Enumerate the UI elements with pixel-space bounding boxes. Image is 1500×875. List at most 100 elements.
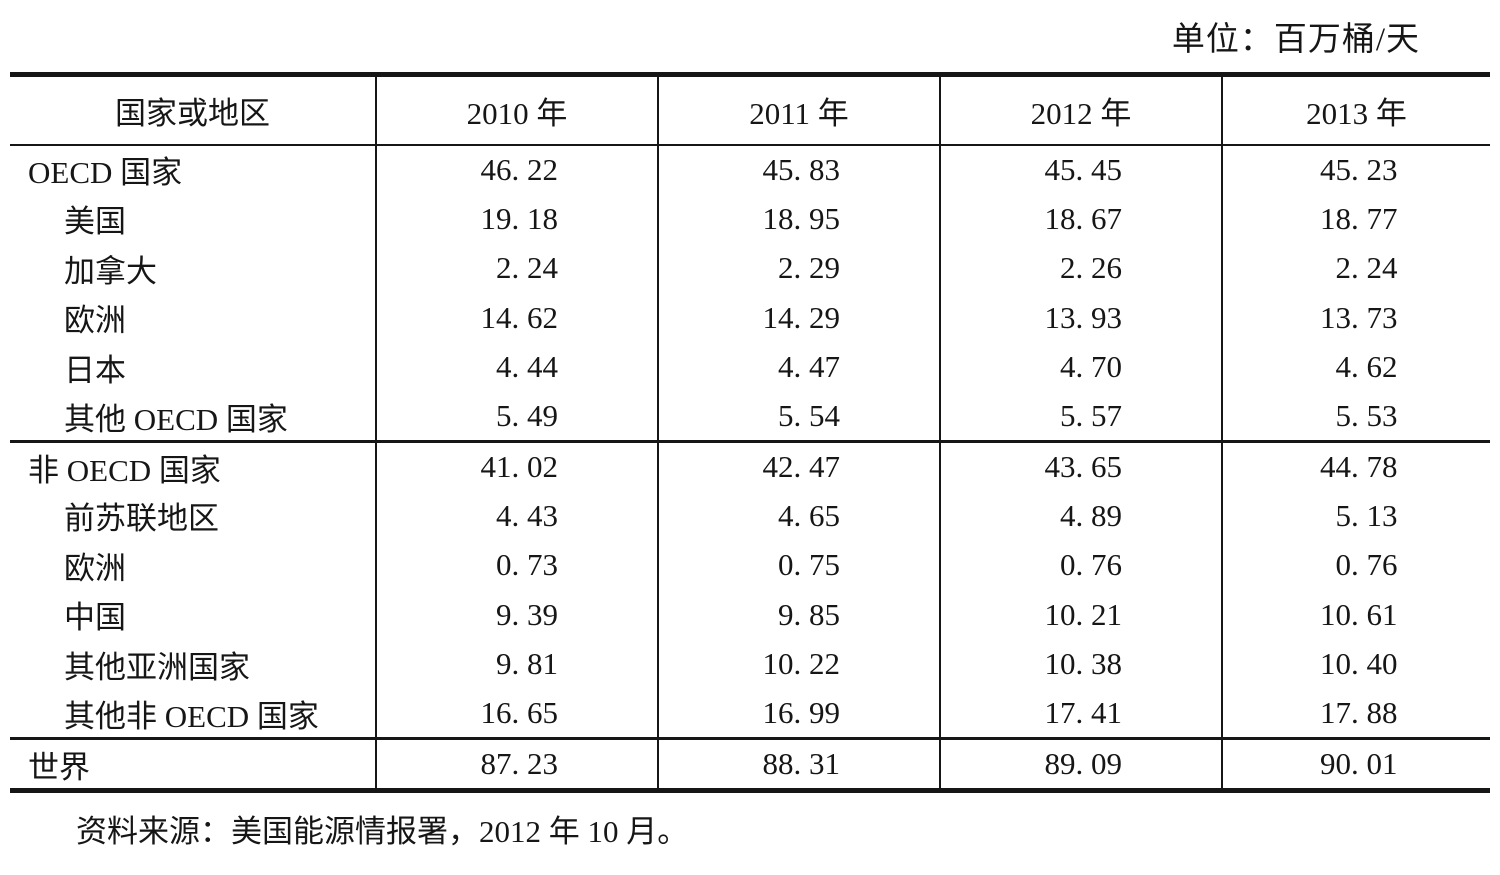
value: 5. 54 — [778, 398, 840, 433]
value: 16. 65 — [480, 695, 559, 730]
value: 90. 01 — [1320, 746, 1398, 781]
value-cell: 10. 38 — [939, 639, 1222, 689]
value-cell: 9. 39 — [375, 590, 658, 640]
row-label: 美国 — [64, 204, 126, 240]
value-cell: 5. 54 — [657, 392, 940, 442]
value-cell: 13. 73 — [1221, 293, 1490, 343]
value-cell: 4. 62 — [1221, 342, 1490, 392]
table-row: 其他亚洲国家 9. 81 10. 22 10. 38 10. 40 — [10, 639, 1490, 689]
value-cell: 10. 22 — [657, 639, 940, 689]
value-cell: 14. 29 — [657, 293, 940, 343]
table-row: 美国 19. 18 18. 95 18. 67 18. 77 — [10, 194, 1490, 244]
value: 2. 24 — [496, 250, 558, 286]
row-label: 其他非 OECD 国家 — [64, 698, 319, 734]
column-header-2012: 2012 年 — [939, 74, 1222, 145]
value-cell: 4. 70 — [939, 342, 1222, 392]
value: 5. 49 — [496, 398, 558, 433]
value-cell: 18. 77 — [1221, 194, 1490, 244]
value-cell: 4. 43 — [375, 491, 658, 541]
value-cell: 45. 45 — [939, 144, 1222, 194]
value-cell: 5. 53 — [1221, 392, 1490, 442]
table-row: 日本 4. 44 4. 47 4. 70 4. 62 — [10, 342, 1490, 392]
table-row: 欧洲 0. 73 0. 75 0. 76 0. 76 — [10, 540, 1490, 590]
row-label: 欧洲 — [64, 303, 126, 339]
value-cell: 2. 29 — [657, 243, 940, 293]
value-cell: 44. 78 — [1221, 441, 1490, 491]
value-cell: 0. 76 — [1221, 540, 1490, 590]
value: 45. 45 — [1044, 151, 1123, 187]
value: 16. 99 — [762, 695, 841, 730]
value-cell: 19. 18 — [375, 194, 658, 244]
value: 4. 43 — [496, 497, 558, 533]
value-cell: 16. 99 — [657, 689, 940, 739]
value: 5. 57 — [1060, 398, 1122, 433]
value: 9. 85 — [778, 596, 840, 632]
value: 10. 61 — [1320, 596, 1398, 632]
row-label: 非 OECD 国家 — [28, 452, 221, 488]
value-cell: 16. 65 — [375, 689, 658, 739]
row-label: 日本 — [64, 352, 126, 388]
value: 14. 29 — [762, 299, 841, 335]
row-label: 中国 — [64, 600, 126, 636]
oil-consumption-table: 国家或地区 2010 年 2011 年 2012 年 2013 年 OECD 国… — [10, 72, 1490, 793]
table-row: OECD 国家 46. 22 45. 83 45. 45 45. 23 — [10, 144, 1490, 194]
value: 0. 75 — [778, 547, 840, 583]
value-cell: 17. 88 — [1221, 689, 1490, 739]
row-label: 其他亚洲国家 — [64, 649, 250, 685]
value: 46. 22 — [480, 151, 559, 187]
value-cell: 2. 24 — [1221, 243, 1490, 293]
table-row: 中国 9. 39 9. 85 10. 21 10. 61 — [10, 590, 1490, 640]
value-cell: 5. 57 — [939, 392, 1222, 442]
value: 0. 73 — [496, 547, 558, 583]
value-cell: 2. 24 — [375, 243, 658, 293]
value-cell: 45. 83 — [657, 144, 940, 194]
value-cell: 89. 09 — [939, 738, 1222, 791]
value-cell: 0. 73 — [375, 540, 658, 590]
table-row: 前苏联地区 4. 43 4. 65 4. 89 5. 13 — [10, 491, 1490, 541]
value-cell: 87. 23 — [375, 738, 658, 791]
value: 0. 76 — [1060, 547, 1122, 583]
value: 18. 95 — [762, 200, 841, 236]
value: 10. 38 — [1044, 646, 1123, 682]
table-row: 其他非 OECD 国家 16. 65 16. 99 17. 41 17. 88 — [10, 689, 1490, 739]
value: 4. 44 — [496, 349, 558, 385]
value-cell: 18. 95 — [657, 194, 940, 244]
value-cell: 88. 31 — [657, 738, 940, 791]
value-cell: 4. 89 — [939, 491, 1222, 541]
value-cell: 10. 21 — [939, 590, 1222, 640]
value-cell: 9. 85 — [657, 590, 940, 640]
value-cell: 9. 81 — [375, 639, 658, 689]
value-cell: 0. 75 — [657, 540, 940, 590]
value-cell: 0. 76 — [939, 540, 1222, 590]
value-cell: 4. 44 — [375, 342, 658, 392]
value: 2. 24 — [1335, 250, 1398, 286]
value-cell: 46. 22 — [375, 144, 658, 194]
table-row: 加拿大 2. 24 2. 29 2. 26 2. 24 — [10, 243, 1490, 293]
column-header-region: 国家或地区 — [115, 95, 270, 131]
value: 18. 67 — [1044, 200, 1123, 236]
value: 4. 65 — [778, 497, 840, 533]
value-cell: 43. 65 — [939, 441, 1222, 491]
value: 2. 29 — [778, 250, 840, 286]
value: 4. 70 — [1060, 349, 1122, 385]
value-cell: 13. 93 — [939, 293, 1222, 343]
value-cell: 45. 23 — [1221, 144, 1490, 194]
value-cell: 4. 47 — [657, 342, 940, 392]
value: 19. 18 — [480, 200, 559, 236]
value-cell: 42. 47 — [657, 441, 940, 491]
value: 42. 47 — [762, 449, 841, 484]
value: 4. 62 — [1335, 349, 1398, 385]
row-label: 前苏联地区 — [64, 501, 219, 537]
column-header-2013: 2013 年 — [1221, 74, 1490, 145]
value-cell: 4. 65 — [657, 491, 940, 541]
value: 5. 53 — [1335, 398, 1398, 433]
value: 13. 73 — [1320, 299, 1398, 335]
value: 88. 31 — [762, 746, 841, 781]
value-cell: 41. 02 — [375, 441, 658, 491]
value: 9. 39 — [496, 596, 558, 632]
table-row: 其他 OECD 国家 5. 49 5. 54 5. 57 5. 53 — [10, 392, 1490, 442]
table-row: 非 OECD 国家 41. 02 42. 47 43. 65 44. 78 — [10, 441, 1490, 491]
value: 4. 89 — [1060, 497, 1122, 533]
value: 13. 93 — [1044, 299, 1123, 335]
